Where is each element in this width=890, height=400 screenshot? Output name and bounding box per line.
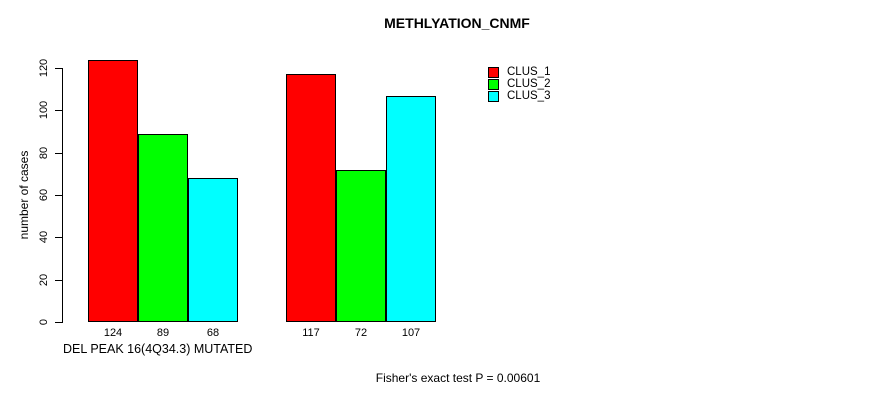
legend-label: CLUS_2 <box>507 78 551 90</box>
legend-item-clus_3: CLUS_3 <box>488 90 550 102</box>
y-axis-tick-label: 100 <box>38 100 50 120</box>
y-axis-tick-label: 80 <box>38 146 50 160</box>
y-axis-tick-label: 60 <box>38 188 50 202</box>
bar-clus_1-group-2 <box>286 74 336 322</box>
legend-swatch-icon <box>488 78 499 90</box>
bar-clus_1-group-1 <box>88 60 138 322</box>
y-axis-tick-label: 40 <box>38 230 50 244</box>
x-axis-label: DEL PEAK 16(4Q34.3) MUTATED <box>63 342 253 356</box>
legend-label: CLUS_3 <box>507 90 551 102</box>
y-axis-tick <box>55 322 62 323</box>
legend-item-clus_2: CLUS_2 <box>488 78 550 90</box>
y-axis-tick-label: 0 <box>38 318 50 326</box>
bar-value-label: 124 <box>103 327 123 339</box>
y-axis-tick <box>55 110 62 111</box>
y-axis-tick <box>55 68 62 69</box>
bar-clus_2-group-2 <box>336 170 386 322</box>
y-axis-line <box>62 68 63 323</box>
bar-clus_2-group-1 <box>138 134 188 322</box>
legend-swatch-icon <box>488 66 499 78</box>
y-axis-tick <box>55 153 62 154</box>
bar-value-label: 72 <box>354 327 368 339</box>
legend-item-clus_1: CLUS_1 <box>488 66 550 78</box>
bar-value-label: 68 <box>206 327 220 339</box>
y-axis-title: number of cases <box>17 150 31 240</box>
bar-value-label: 117 <box>302 327 320 339</box>
legend-label: CLUS_1 <box>507 66 551 78</box>
bar-clus_3-group-1 <box>188 178 238 322</box>
legend: CLUS_1 CLUS_2 CLUS_3 <box>488 66 550 102</box>
bar-value-label: 89 <box>156 327 170 339</box>
stats-annotation: Fisher's exact test P = 0.00601 <box>375 371 541 385</box>
bar-clus_3-group-2 <box>386 96 436 322</box>
y-axis-tick <box>55 280 62 281</box>
y-axis-tick <box>55 195 62 196</box>
legend-swatch-icon <box>488 90 499 102</box>
y-axis-tick-label: 20 <box>38 273 50 287</box>
chart-title: METHLYATION_CNMF <box>384 15 530 31</box>
y-axis-tick <box>55 237 62 238</box>
bar-value-label: 107 <box>401 327 421 339</box>
y-axis-tick-label: 120 <box>38 58 50 78</box>
